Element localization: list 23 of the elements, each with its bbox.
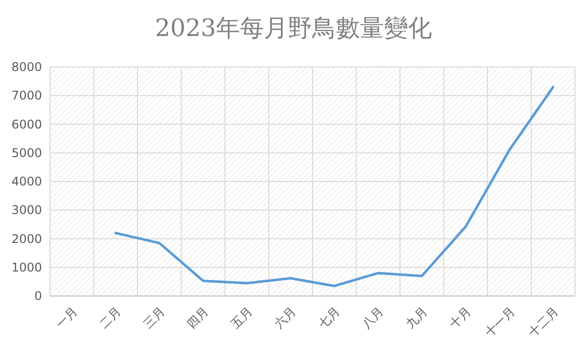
y-tick-label: 0 bbox=[34, 289, 42, 303]
chart-title: 2023年每月野鳥數量變化 bbox=[154, 14, 432, 42]
x-tick-label: 七月 bbox=[316, 304, 342, 332]
y-tick-label: 4000 bbox=[11, 174, 42, 188]
y-tick-label: 7000 bbox=[11, 88, 42, 103]
x-tick-label: 十一月 bbox=[482, 304, 518, 340]
x-tick-label: 十二月 bbox=[526, 304, 562, 340]
x-tick-label: 九月 bbox=[403, 304, 430, 332]
x-tick-label: 五月 bbox=[228, 304, 255, 332]
y-tick-label: 2000 bbox=[11, 232, 42, 246]
x-tick-label: 一月 bbox=[53, 304, 80, 332]
x-tick-label: 八月 bbox=[359, 304, 386, 332]
y-tick-label: 5000 bbox=[11, 146, 42, 160]
x-tick-label: 二月 bbox=[96, 304, 124, 332]
y-tick-label: 3000 bbox=[11, 203, 42, 218]
y-tick-label: 6000 bbox=[11, 117, 42, 132]
y-tick-label: 1000 bbox=[11, 260, 42, 274]
y-tick-label: 8000 bbox=[11, 60, 42, 74]
x-tick-label: 四月 bbox=[184, 304, 212, 332]
line-series bbox=[114, 86, 554, 288]
x-tick-label: 十月 bbox=[446, 304, 474, 332]
x-tick-label: 三月 bbox=[140, 304, 168, 332]
x-tick-label: 六月 bbox=[272, 304, 299, 332]
